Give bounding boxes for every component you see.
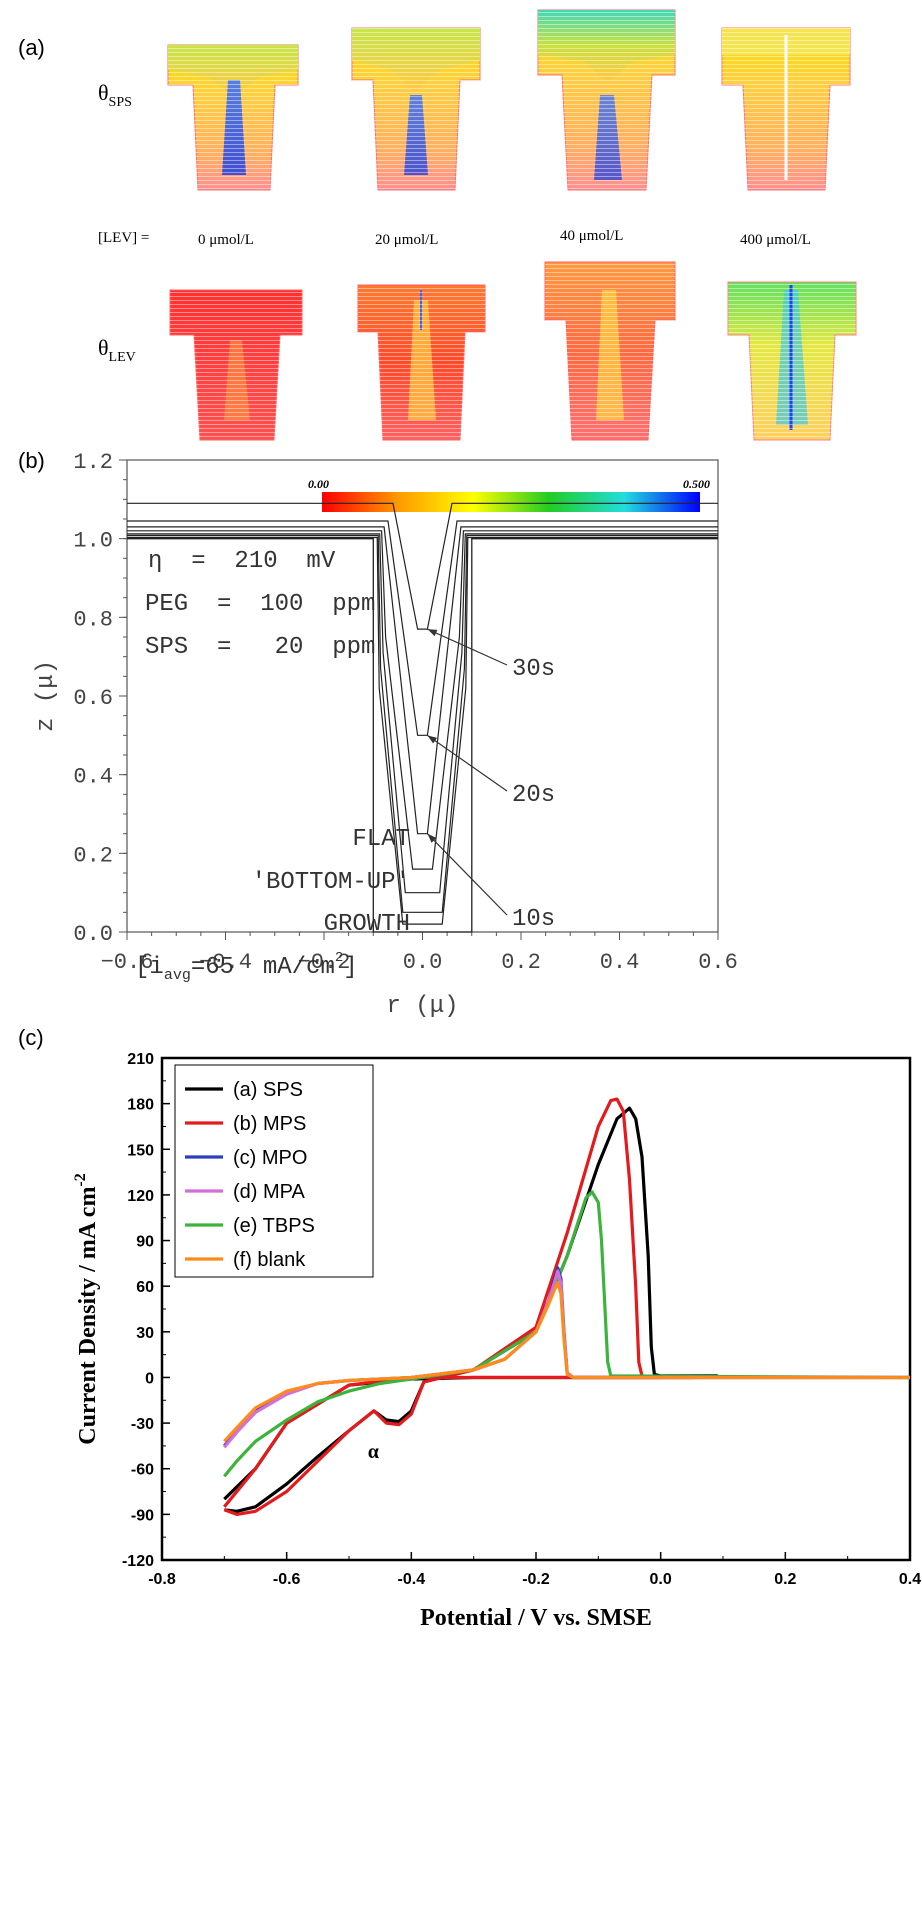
b-xtick-label: −0.2 — [298, 950, 351, 975]
annot-sps: SPS = 20 ppm — [145, 634, 375, 661]
sps-trench-1 — [351, 27, 481, 191]
lev-trench-3 — [727, 281, 857, 441]
c-xlabel: Potential / V vs. SMSE — [420, 1605, 652, 1631]
c-legend-label: (f) blank — [233, 1249, 306, 1271]
c-ytick-label: 0 — [145, 1370, 154, 1387]
theta-lev-label: θLEV — [98, 335, 136, 365]
label-30s: 30s — [512, 656, 555, 683]
c-ytick-label: 150 — [127, 1142, 154, 1159]
c-xtick-label: -0.6 — [273, 1571, 301, 1588]
annot-flat: FLAT — [352, 826, 410, 853]
b-annotations: η = 210 mV PEG = 100 ppm SPS = 20 ppm FL… — [135, 548, 410, 984]
b-profile-1 — [127, 536, 718, 925]
lev-trench-0 — [169, 289, 303, 441]
c-legend-label: (c) MPO — [233, 1147, 307, 1169]
c-legend-label: (d) MPA — [233, 1181, 306, 1203]
b-ytick-label: 0.6 — [73, 686, 113, 711]
c-ytick-label: 180 — [127, 1097, 154, 1114]
c-ytick-label: 210 — [127, 1051, 154, 1068]
b-ytick-label: 1.0 — [73, 529, 113, 554]
panel-a-label: (a) — [18, 35, 45, 60]
annot-iavg: [iavg=65 mA/cm2] — [135, 950, 358, 984]
c-legend-box — [174, 1064, 374, 1278]
lev-prefix: [LEV] = — [98, 230, 149, 246]
c-series-5 — [223, 1281, 910, 1443]
b-profile-6 — [127, 520, 718, 736]
theta-sps-label: θSPS — [98, 80, 132, 110]
c-ytick-label: -120 — [122, 1553, 154, 1570]
c-legend-label: (e) TBPS — [233, 1215, 315, 1237]
annot-eta: η = 210 mV — [148, 548, 336, 575]
panel-c-label: (c) — [18, 1025, 44, 1050]
c-xtick-label: 0.0 — [650, 1571, 672, 1588]
b-profile-3 — [127, 533, 718, 894]
b-ytick-label: 0.0 — [73, 922, 113, 947]
lev-trench-1 — [357, 284, 486, 441]
c-series-1 — [223, 1097, 663, 1516]
alpha-label: α — [368, 1441, 379, 1463]
b-ytick-label: 0.4 — [73, 765, 113, 790]
b-profile-0 — [127, 538, 718, 933]
c-xtick-label: -0.8 — [148, 1571, 176, 1588]
b-ytick-label: 0.2 — [73, 843, 113, 868]
c-xtick-label: 0.4 — [899, 1571, 921, 1588]
colorbar-max: 0.500 — [683, 477, 710, 491]
c-ytick-label: 90 — [136, 1234, 154, 1251]
time-labels: 30s 20s 10s — [426, 628, 555, 933]
annot-bottomup: 'BOTTOM-UP' — [252, 869, 410, 896]
lev-trench-2 — [544, 261, 676, 441]
arrow-30s — [427, 628, 508, 666]
b-xtick-label: −0.4 — [199, 950, 252, 975]
arrow-30s-head — [427, 629, 438, 637]
panel-b-label: (b) — [18, 448, 45, 473]
b-profile-4 — [127, 530, 718, 870]
conc-label-0: 0 μmol/L — [198, 232, 254, 248]
b-profile-7 — [127, 502, 718, 630]
sps-trench-2 — [537, 9, 676, 191]
arrow-10s-head — [427, 833, 437, 843]
b-xtick-label: 0.6 — [698, 950, 738, 975]
c-xtick-label: -0.4 — [398, 1571, 426, 1588]
conc-label-1: 20 μmol/L — [375, 232, 438, 248]
b-xtick-label: 0.4 — [600, 950, 640, 975]
c-legend-label: (b) MPS — [233, 1113, 306, 1135]
c-xtick-label: -0.2 — [522, 1571, 550, 1588]
c-ytick-label: 60 — [136, 1279, 154, 1296]
b-profile-2 — [127, 534, 718, 913]
label-20s: 20s — [512, 782, 555, 809]
c-legend-label: (a) SPS — [233, 1079, 303, 1101]
sps-trench-0 — [167, 44, 299, 191]
c-ytick-label: 120 — [127, 1188, 154, 1205]
conc-label-3: 400 μmol/L — [740, 232, 811, 248]
arrow-20s-head — [427, 735, 438, 744]
b-xtick-label: 0.0 — [403, 950, 443, 975]
panel-c: (c) -0.8 -0.6 -0.4 -0.2 0.0 0.2 0.4 -120 -90 -60 -… — [18, 1025, 921, 1631]
panel-a: (a) θSPS θLEV [LEV] = 0 μmol/L 20 μmol/L… — [18, 9, 857, 512]
arrow-20s — [427, 734, 508, 792]
b-xtick-label: 0.2 — [501, 950, 541, 975]
b-ytick-label: 0.8 — [73, 607, 113, 632]
c-ytick-label: -90 — [131, 1507, 154, 1524]
b-profile-5 — [127, 526, 718, 835]
conc-label-2: 40 μmol/L — [560, 228, 623, 244]
c-ytick-label: -30 — [131, 1416, 154, 1433]
label-10s: 10s — [512, 906, 555, 933]
annot-peg: PEG = 100 ppm — [145, 591, 375, 618]
annot-growth: GROWTH — [324, 911, 410, 938]
b-ytick-label: 1.2 — [73, 450, 113, 475]
c-ylabel: Current Density / mA cm-2 — [72, 1173, 101, 1445]
colorbar-min: 0.00 — [308, 477, 329, 491]
c-ytick-label: 30 — [136, 1325, 154, 1342]
b-xtick-label: −0.6 — [101, 950, 154, 975]
colorbar — [322, 492, 700, 512]
sps-trench-3 — [721, 27, 851, 191]
c-xtick-label: 0.2 — [774, 1571, 796, 1588]
b-xlabel: r (μ) — [386, 993, 458, 1020]
panel-b: (b) −0.6 −0.4 −0.2 0.0 0.2 0.4 0.6 0.0 0.2 0.4 0.6… — [18, 448, 738, 1020]
b-ylabel: z (μ) — [33, 660, 60, 732]
arrow-10s — [426, 833, 508, 916]
c-ytick-label: -60 — [131, 1462, 154, 1479]
